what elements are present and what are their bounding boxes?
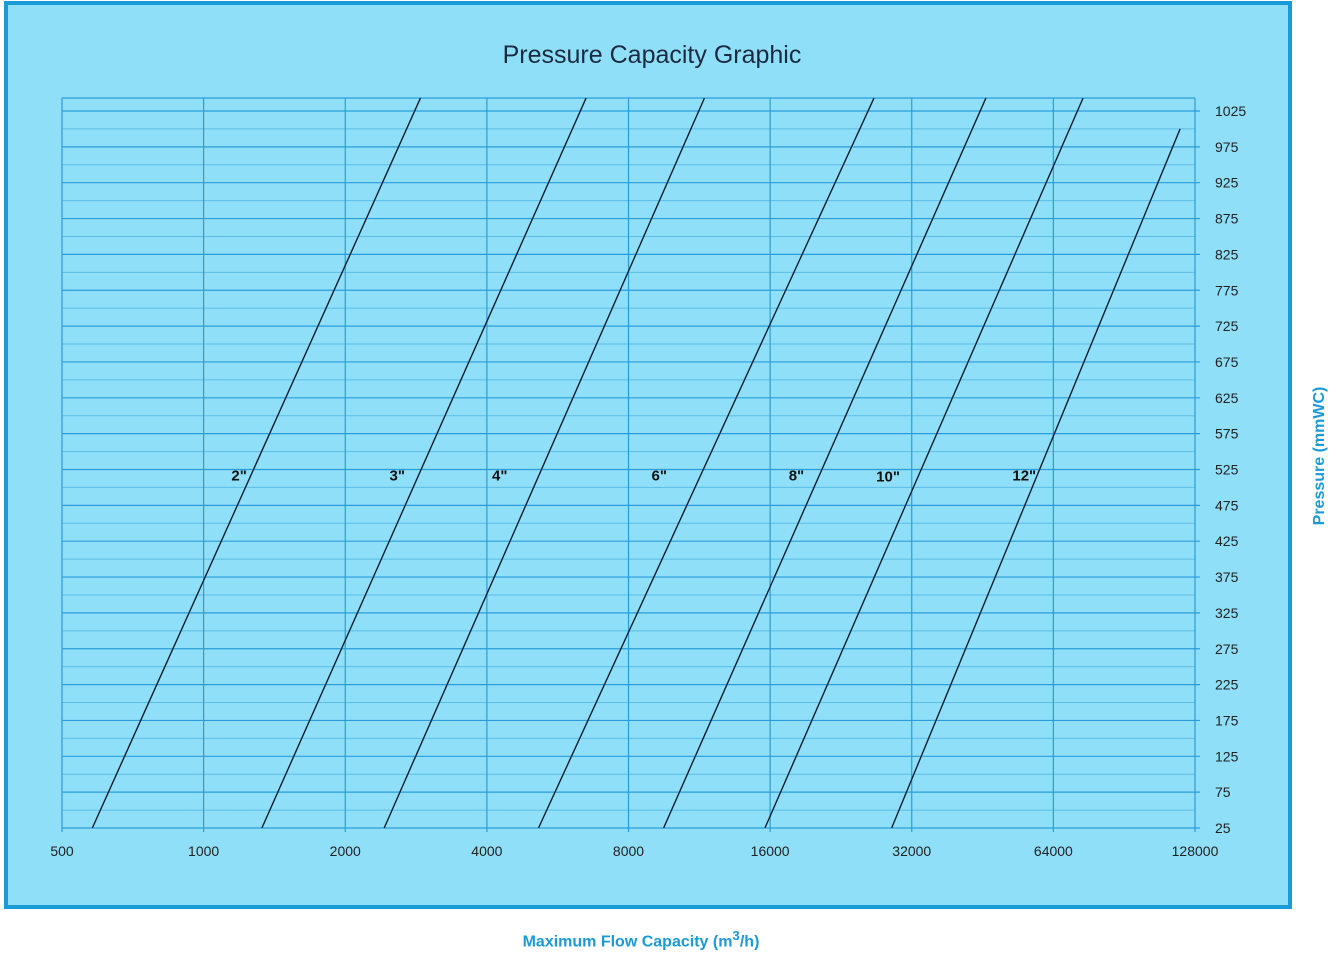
y-tick-label: 125 [1215,748,1239,764]
y-tick-label: 975 [1215,139,1239,155]
pressure-capacity-chart: Pressure Capacity Graphic 500 1000 2000 400… [50,41,1246,859]
y-tick-label: 625 [1215,390,1239,406]
x-tick-label: 32000 [892,843,931,859]
x-tick-label: 64000 [1034,843,1073,859]
series-line [890,128,1181,829]
y-tick-label: 375 [1215,569,1239,585]
y-tick-label: 725 [1215,318,1239,334]
chart-frame: Pressure Capacity Graphic 500 1000 2000 400… [4,1,1292,909]
x-tick-label: 1000 [188,843,219,859]
y-tick-label: 1025 [1215,103,1246,119]
series-lines [91,97,1181,829]
y-tick-labels: 25 75 125 175 225 275 325 375 425 475 525 575 625 675… [1215,103,1246,836]
series-line [764,97,1084,829]
series-label: 3" [390,467,405,484]
y-tick-label: 475 [1215,497,1239,513]
y-tick-label: 225 [1215,677,1239,693]
series-line [91,97,422,829]
x-tick-label: 128000 [1172,843,1219,859]
y-tick-label: 75 [1215,784,1231,800]
y-tick-label: 325 [1215,605,1239,621]
y-tick-label: 675 [1215,354,1239,370]
series-label: 8" [789,467,804,484]
x-tick-label: 500 [50,843,74,859]
series-line [261,97,587,829]
y-tick-label: 875 [1215,211,1239,227]
x-axis-title-text: Maximum Flow Capacity (m [522,933,733,951]
series-line [383,97,706,829]
y-tick-label: 825 [1215,246,1239,262]
series-label: 2" [231,467,246,484]
x-axis-title-superscript: 3 [732,928,740,943]
chart-title: Pressure Capacity Graphic [503,41,802,69]
series-label: 10" [876,469,900,486]
x-axis-title-end: /h) [739,933,760,951]
y-tick-label: 525 [1215,462,1239,478]
x-tick-label: 4000 [471,843,502,859]
y-tick-label: 25 [1215,820,1231,836]
y-axis-title: Pressure (mmWC) [1311,386,1328,526]
series-line [662,97,987,829]
y-tick-label: 775 [1215,282,1239,298]
series-label: 12" [1012,467,1036,484]
major-gridlines [61,97,1200,832]
x-tick-label: 2000 [330,843,361,859]
x-axis-title: Maximum Flow Capacity (m3/h) [0,928,1282,951]
x-tick-labels: 500 1000 2000 4000 8000 16000 32000 64000 128000 [50,843,1218,859]
y-tick-label: 425 [1215,533,1239,549]
y-tick-label: 175 [1215,712,1239,728]
x-tick-label: 16000 [751,843,790,859]
series-label: 4" [492,467,507,484]
x-tick-label: 8000 [613,843,644,859]
series-line [537,97,875,829]
y-tick-label: 275 [1215,641,1239,657]
y-tick-label: 575 [1215,426,1239,442]
series-labels: 2" 3" 4" 6" 8" 10" 12" [231,467,1036,485]
y-tick-label: 925 [1215,175,1239,191]
series-label: 6" [652,467,667,484]
